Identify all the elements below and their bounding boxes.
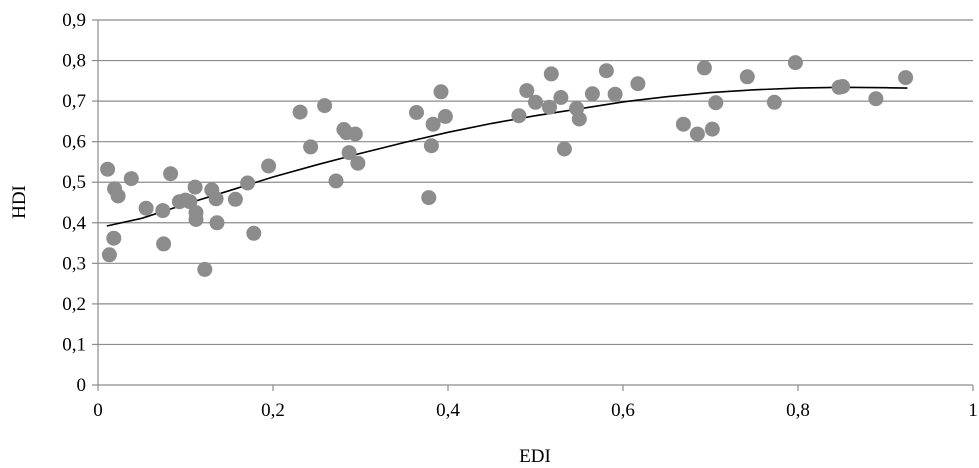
data-point: [739, 69, 755, 85]
y-tick-label: 0,8: [62, 51, 86, 72]
trendline-layer: [106, 86, 908, 227]
y-tick-label: 0,6: [62, 132, 86, 153]
data-point: [868, 91, 884, 107]
data-point: [571, 111, 587, 127]
data-point: [766, 94, 782, 110]
data-point: [423, 138, 439, 154]
data-point: [246, 225, 262, 241]
data-point: [433, 84, 449, 100]
data-point: [421, 190, 437, 206]
data-point: [123, 171, 139, 187]
data-point: [208, 191, 224, 207]
data-point: [556, 141, 572, 157]
data-point: [898, 70, 914, 86]
data-point: [303, 139, 319, 155]
y-tick-label: 0,9: [62, 10, 86, 31]
data-point: [528, 94, 543, 110]
data-point: [155, 203, 171, 219]
data-point: [689, 126, 705, 142]
data-point: [511, 108, 527, 124]
data-point: [101, 247, 117, 263]
data-point: [542, 99, 557, 115]
x-tick-label: 0: [93, 400, 103, 421]
y-axis-title: HDI: [9, 185, 30, 219]
x-tick-label: 0,8: [786, 400, 810, 421]
data-point: [138, 200, 154, 216]
data-point: [553, 90, 569, 105]
tick-labels: 0 0,1 0,2 0,3 0,4 0,5 0,6 0,7 0,8 0,9 0 0,2 0,4 0,6 0,…: [62, 10, 978, 421]
data-point: [350, 155, 366, 171]
data-point: [197, 261, 213, 277]
axes: [92, 19, 974, 391]
data-point: [630, 76, 646, 92]
data-point: [100, 161, 116, 177]
y-tick-label: 0: [77, 375, 87, 396]
data-point: [598, 63, 614, 79]
data-points: [100, 55, 914, 277]
data-point: [347, 126, 363, 142]
y-tick-label: 0,1: [62, 334, 86, 355]
data-point: [675, 116, 691, 132]
x-tick-label: 0,2: [261, 400, 285, 421]
data-point: [156, 236, 172, 252]
y-tick-label: 0,3: [62, 253, 86, 274]
data-point: [696, 60, 712, 76]
data-point: [425, 116, 441, 132]
y-tick-label: 0,2: [62, 294, 86, 315]
gridlines: [98, 19, 973, 346]
x-tick-label: 1: [968, 400, 978, 421]
data-point: [704, 121, 720, 137]
data-point: [835, 79, 851, 94]
data-point: [292, 104, 308, 120]
y-tick-label: 0,7: [62, 91, 86, 112]
y-tick-label: 0,4: [62, 213, 86, 234]
data-point: [188, 212, 204, 227]
data-point: [437, 109, 453, 124]
y-tick-label: 0,5: [62, 172, 86, 193]
data-point: [409, 105, 424, 120]
data-point: [163, 166, 179, 182]
data-point: [607, 86, 623, 102]
data-point: [543, 66, 559, 82]
data-point: [584, 86, 600, 102]
x-axis-title: EDI: [519, 446, 551, 467]
data-point: [341, 145, 357, 161]
x-tick-label: 0,6: [611, 400, 635, 421]
data-point: [187, 179, 203, 195]
data-point: [240, 175, 256, 191]
data-point: [209, 215, 225, 231]
data-point: [106, 230, 122, 246]
data-point: [261, 158, 277, 174]
data-point: [519, 83, 535, 99]
data-point: [708, 95, 724, 111]
x-tick-label: 0,4: [436, 400, 460, 421]
data-point: [328, 173, 344, 189]
trendline: [106, 86, 908, 227]
data-point: [787, 55, 803, 71]
data-point: [227, 191, 243, 207]
data-point: [182, 194, 198, 210]
data-point: [110, 188, 126, 204]
data-point: [317, 98, 333, 114]
